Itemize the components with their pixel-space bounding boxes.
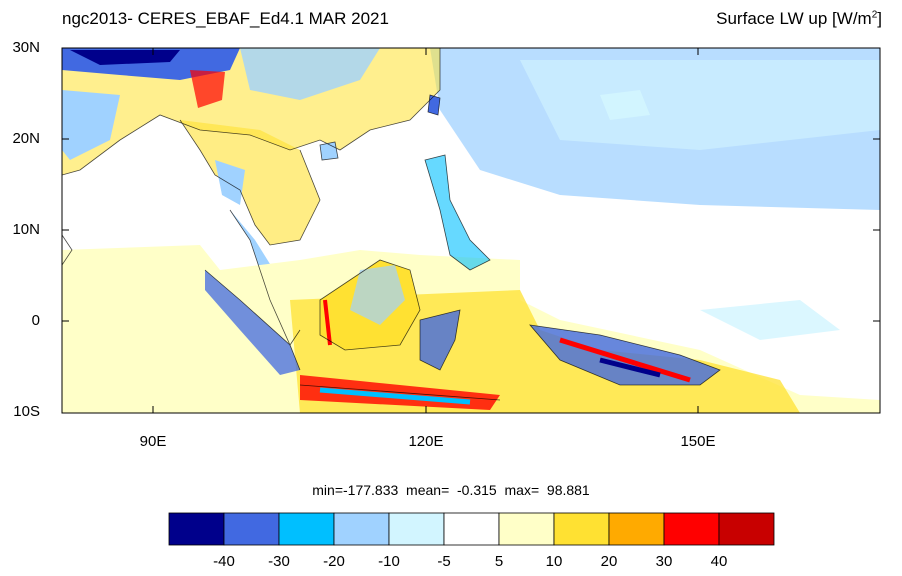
- stats-line: min=-177.833 mean= -0.315 max= 98.881: [312, 482, 590, 498]
- colorbar: [168, 512, 775, 546]
- colorbar-swatch: [718, 512, 775, 546]
- colorbar-tick-label: 20: [600, 553, 618, 570]
- colorbar-tick-label: 10: [545, 553, 563, 570]
- lon-label-120e: 120E: [408, 433, 444, 450]
- colorbar-swatch: [498, 512, 555, 546]
- colorbar-swatch: [663, 512, 720, 546]
- colorbar-swatch: [388, 512, 445, 546]
- map-title: ngc2013- CERES_EBAF_Ed4.1 MAR 2021: [62, 9, 389, 28]
- colorbar-tick-label: 40: [710, 553, 728, 570]
- colorbar-tick-label: -40: [213, 553, 235, 570]
- colorbar-tick-label: -10: [378, 553, 400, 570]
- colorbar-swatch: [333, 512, 390, 546]
- colorbar-swatch: [553, 512, 610, 546]
- colorbar-swatch: [278, 512, 335, 546]
- colorbar-tick-label: 5: [494, 553, 504, 570]
- colorbar-tick-label: 30: [655, 553, 673, 570]
- colorbar-swatch: [223, 512, 280, 546]
- coastlines: [62, 48, 721, 401]
- lat-label-30n: 30N: [12, 39, 40, 56]
- lon-label-90e: 90E: [139, 433, 167, 450]
- lat-label-10n: 10N: [12, 221, 40, 238]
- colorbar-swatch: [443, 512, 500, 546]
- axis-ticks: [62, 47, 880, 414]
- colorbar-swatch: [608, 512, 665, 546]
- lon-label-150e: 150E: [680, 433, 716, 450]
- lat-label-20n: 20N: [12, 130, 40, 147]
- lat-label-10s: 10S: [13, 403, 40, 420]
- lat-label-0: 0: [31, 312, 40, 329]
- colorbar-swatch: [168, 512, 225, 546]
- colorbar-tick-label: -20: [323, 553, 345, 570]
- colorbar-tick-label: -30: [268, 553, 290, 570]
- map-field: [62, 48, 880, 413]
- variable-title: Surface LW up [W/m2]: [716, 9, 882, 28]
- colorbar-tick-label: -5: [437, 553, 451, 570]
